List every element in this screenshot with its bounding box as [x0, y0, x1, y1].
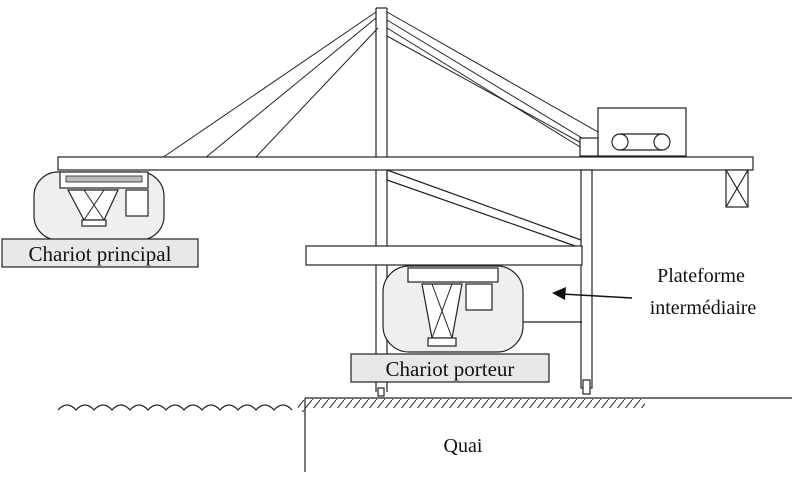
stay-cables — [161, 11, 599, 159]
platform-label-line1: Plateforme — [657, 265, 745, 287]
quay-ground — [298, 397, 792, 472]
machinery-house — [579, 107, 687, 157]
main-boom — [57, 156, 754, 171]
arrowhead-icon — [552, 287, 566, 300]
intermediate-platform — [305, 245, 583, 266]
quay-label: Quai — [444, 435, 483, 457]
main-trolley — [33, 171, 165, 241]
carrier-trolley — [382, 265, 582, 353]
carrier-trolley-label-text: Chariot porteur — [386, 357, 515, 381]
main-trolley-label: Chariot principal — [1, 238, 199, 268]
platform-label-line2: intermédiaire — [650, 297, 757, 319]
water-waves — [57, 404, 293, 411]
platform-arrow — [561, 293, 633, 299]
boom-tip-box — [725, 169, 749, 208]
main-trolley-label-text: Chariot principal — [29, 242, 172, 266]
diagonal-brace — [386, 169, 582, 249]
platform-annotation: Plateforme intermédiaire — [552, 265, 756, 319]
front-leg — [580, 169, 593, 395]
carrier-trolley-label: Chariot porteur — [350, 353, 550, 383]
